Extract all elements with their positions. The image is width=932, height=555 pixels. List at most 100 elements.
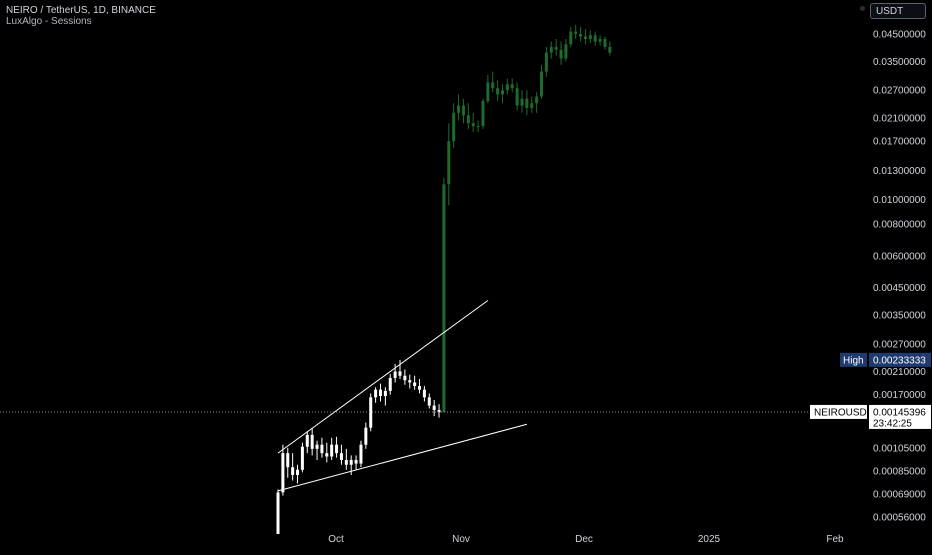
candle-body[interactable] xyxy=(530,103,534,108)
candle-body[interactable] xyxy=(378,389,382,397)
candle-body[interactable] xyxy=(354,459,358,464)
time-tick-label: Nov xyxy=(452,534,470,545)
candle-body[interactable] xyxy=(471,123,475,127)
candle-body[interactable] xyxy=(588,35,592,40)
symbol-tag xyxy=(810,404,867,419)
countdown-label: 23:42:25 xyxy=(873,418,912,429)
candle-body[interactable] xyxy=(413,382,417,387)
candle-body[interactable] xyxy=(296,469,300,476)
high-value-tag xyxy=(869,352,931,367)
candle-body[interactable] xyxy=(515,88,519,106)
candle-body[interactable] xyxy=(427,397,431,406)
candle-body[interactable] xyxy=(359,444,363,464)
candle-body[interactable] xyxy=(369,397,373,428)
candle-body[interactable] xyxy=(540,71,544,97)
trendlines-layer xyxy=(277,300,528,492)
high-value-label: 0.00233333 xyxy=(873,355,926,366)
candle-body[interactable] xyxy=(364,427,368,445)
candle-body[interactable] xyxy=(349,459,353,465)
candle-body[interactable] xyxy=(300,446,304,470)
candle-body[interactable] xyxy=(457,105,461,113)
candle-body[interactable] xyxy=(510,84,514,89)
candle-body[interactable] xyxy=(593,35,597,42)
candle-body[interactable] xyxy=(437,409,441,413)
price-tick-label: 0.00210000 xyxy=(873,367,926,378)
settings-dot-icon[interactable] xyxy=(860,6,865,11)
candle-body[interactable] xyxy=(549,46,553,53)
candle-body[interactable] xyxy=(418,386,422,390)
symbol-tag-label: NEIROUSDT xyxy=(814,407,873,418)
candle-body[interactable] xyxy=(583,36,587,40)
last-price-label: 0.00145396 xyxy=(873,407,926,418)
candle-body[interactable] xyxy=(335,444,339,454)
candle-body[interactable] xyxy=(432,405,436,410)
candle-body[interactable] xyxy=(554,46,558,50)
candle-body[interactable] xyxy=(305,434,309,447)
candle-body[interactable] xyxy=(325,453,329,457)
candle-body[interactable] xyxy=(339,453,343,460)
candle-body[interactable] xyxy=(393,371,397,378)
candle-body[interactable] xyxy=(388,377,392,391)
candle-body[interactable] xyxy=(505,84,509,91)
time-tick-label: 2025 xyxy=(698,534,721,545)
price-tick-label: 0.00800000 xyxy=(873,220,926,231)
candle-body[interactable] xyxy=(466,115,470,124)
price-tick-label: 0.00350000 xyxy=(873,311,926,322)
candle-body[interactable] xyxy=(281,453,285,493)
price-tick-label: 0.00105000 xyxy=(873,443,926,454)
candle-body[interactable] xyxy=(544,52,548,72)
candle-body[interactable] xyxy=(608,46,612,53)
candle-body[interactable] xyxy=(535,96,539,104)
candle-body[interactable] xyxy=(579,34,583,37)
candle-body[interactable] xyxy=(291,467,295,476)
price-tick-label: 0.02100000 xyxy=(873,113,926,124)
price-tick-label: 0.03500000 xyxy=(873,57,926,68)
candle-body[interactable] xyxy=(442,184,446,413)
trendline-lower-wedge[interactable] xyxy=(277,423,528,492)
candle-body[interactable] xyxy=(320,444,324,454)
candle-body[interactable] xyxy=(452,112,456,142)
trendline-upper-wedge[interactable] xyxy=(277,300,489,454)
candle-body[interactable] xyxy=(569,31,573,45)
candle-body[interactable] xyxy=(403,375,407,381)
candle-body[interactable] xyxy=(486,82,490,101)
candle-body[interactable] xyxy=(598,39,602,42)
time-axis: Oct Nov Dec 2025 Feb xyxy=(328,534,844,545)
time-tick-label: Dec xyxy=(575,534,593,545)
candle-body[interactable] xyxy=(574,31,578,34)
candle-body[interactable] xyxy=(330,444,334,457)
price-tick-label: 0.02700000 xyxy=(873,86,926,97)
candle-body[interactable] xyxy=(422,389,426,398)
candle-body[interactable] xyxy=(603,39,607,47)
candle-body[interactable] xyxy=(461,105,465,116)
price-tick-label: 0.00600000 xyxy=(873,251,926,262)
price-tick-label: 0.01700000 xyxy=(873,137,926,148)
candle-body[interactable] xyxy=(383,390,387,397)
candle-body[interactable] xyxy=(496,88,500,95)
candle-body[interactable] xyxy=(310,434,314,449)
candle-body[interactable] xyxy=(481,100,485,127)
candle-body[interactable] xyxy=(476,126,480,128)
candle-body[interactable] xyxy=(491,82,495,89)
candle-body[interactable] xyxy=(408,380,412,383)
high-tag xyxy=(840,352,867,367)
candle-body[interactable] xyxy=(447,141,451,185)
indicator-label[interactable]: LuxAlgo - Sessions xyxy=(6,16,92,27)
candle-body[interactable] xyxy=(525,98,529,108)
candle-body[interactable] xyxy=(500,90,504,95)
price-tick-label: 0.00056000 xyxy=(873,513,926,524)
price-axis: 0.04500000 0.03500000 0.02700000 0.02100000… xyxy=(873,30,926,524)
candle-body[interactable] xyxy=(564,44,568,59)
candle-body[interactable] xyxy=(276,492,280,534)
candle-body[interactable] xyxy=(286,453,290,468)
candle-body[interactable] xyxy=(559,49,563,59)
candle-body[interactable] xyxy=(344,459,348,465)
currency-button[interactable]: USDT xyxy=(870,3,926,19)
candle-body[interactable] xyxy=(315,444,319,449)
candle-body[interactable] xyxy=(374,389,378,398)
candle-body[interactable] xyxy=(398,371,402,376)
candle-body[interactable] xyxy=(520,98,524,106)
symbol-title: NEIRO / TetherUS, 1D, BINANCE xyxy=(6,5,156,16)
